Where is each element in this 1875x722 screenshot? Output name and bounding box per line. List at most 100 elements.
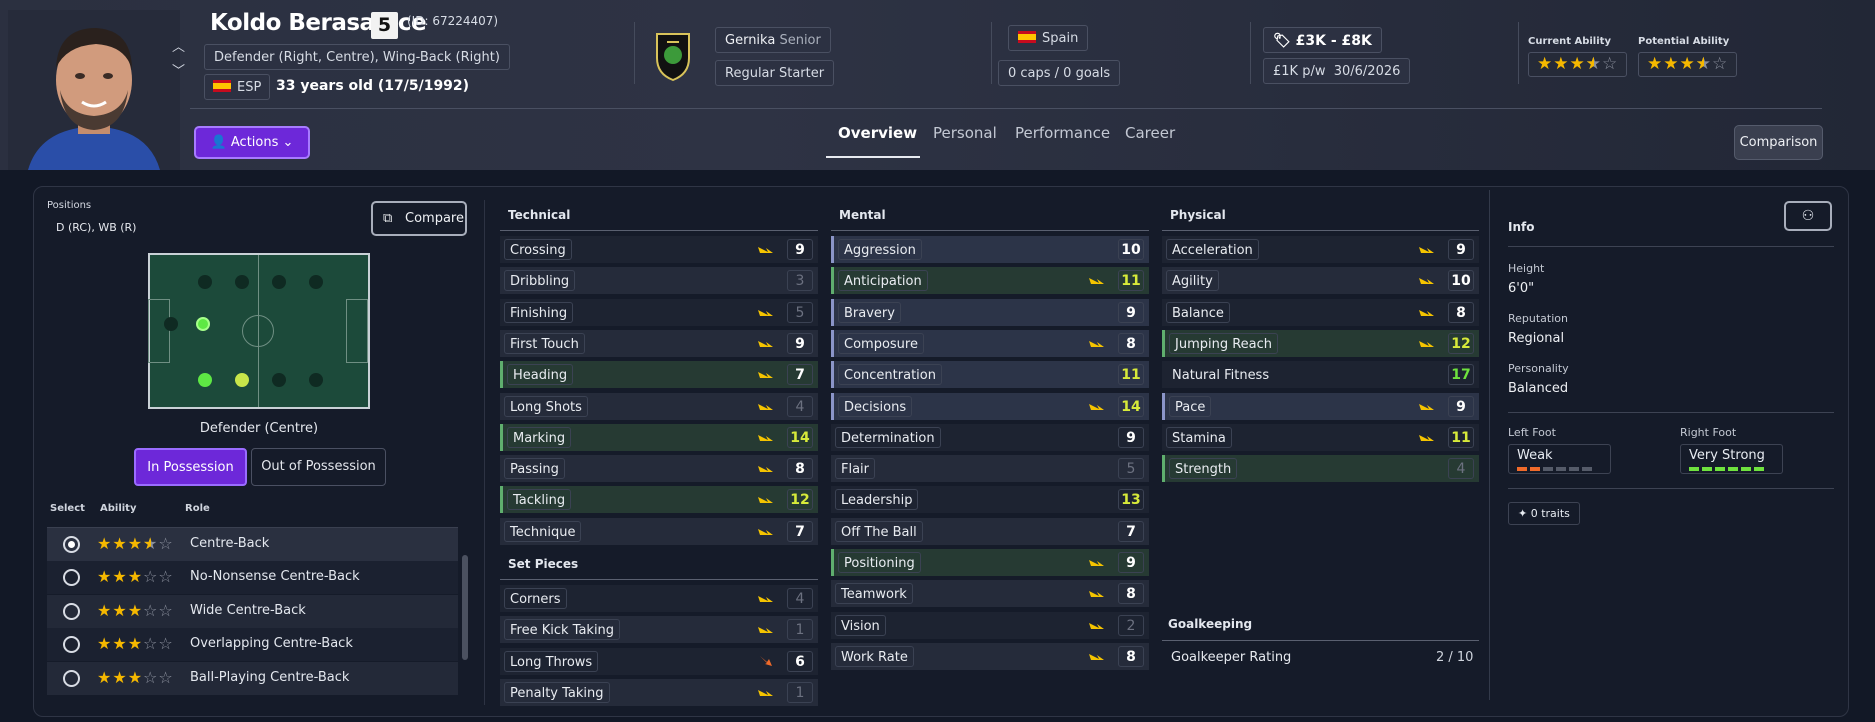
comparison-button[interactable]: Comparison — [1734, 125, 1823, 160]
out-of-possession-button[interactable]: Out of Possession — [251, 448, 386, 486]
attribute-row[interactable]: Technique 7 — [500, 517, 818, 545]
person-settings-icon[interactable]: ⚇ — [1784, 201, 1832, 231]
pitch-centre-circle — [242, 315, 274, 347]
divider — [1508, 412, 1834, 413]
attribute-row[interactable]: Strength 4 — [1162, 455, 1479, 483]
attribute-name: Composure — [838, 332, 924, 354]
sparkle-icon: ✦ — [1518, 507, 1528, 520]
attribute-row[interactable]: Stamina 11 — [1162, 423, 1479, 451]
attribute-row[interactable]: Balance 8 — [1162, 298, 1479, 326]
compare-button[interactable]: ⧉ Compare — [371, 201, 467, 236]
attribute-row[interactable]: Natural Fitness 17 — [1162, 361, 1479, 389]
attribute-row[interactable]: Finishing 5 — [500, 298, 818, 326]
trend-up-icon — [758, 340, 773, 347]
attribute-row[interactable]: Acceleration 9 — [1162, 236, 1479, 263]
role-row[interactable]: ★★★☆☆ No-Nonsense Centre-Back — [47, 561, 458, 594]
attribute-value: 3 — [787, 270, 813, 292]
position-dot[interactable] — [164, 317, 178, 331]
attribute-row[interactable]: Tackling 12 — [500, 486, 818, 514]
role-radio[interactable] — [63, 636, 80, 653]
attribute-value: 9 — [1118, 426, 1144, 448]
attribute-name: Tackling — [507, 489, 572, 511]
attribute-value: 8 — [787, 458, 813, 480]
role-name: Overlapping Centre-Back — [190, 636, 353, 651]
position-dot[interactable] — [272, 275, 286, 289]
attribute-row[interactable]: First Touch 9 — [500, 329, 818, 357]
attribute-value: 11 — [1118, 364, 1144, 386]
chevron-up-icon[interactable]: ︿ — [172, 40, 186, 55]
role-radio[interactable] — [63, 603, 80, 620]
position-dot-accomplished[interactable] — [235, 373, 249, 387]
attribute-row[interactable]: Jumping Reach 12 — [1162, 329, 1479, 357]
attribute-row[interactable]: Off The Ball 7 — [831, 517, 1149, 545]
roles-scrollbar[interactable] — [462, 555, 468, 660]
player-nav-arrows[interactable]: ︿ ﹀ — [172, 36, 185, 84]
attribute-row[interactable]: Agility 10 — [1162, 267, 1479, 295]
attribute-row[interactable]: Vision 2 — [831, 611, 1149, 639]
attribute-row[interactable]: Free Kick Taking 1 — [500, 616, 818, 644]
attribute-row[interactable]: Anticipation 11 — [831, 267, 1149, 295]
role-radio[interactable] — [63, 569, 80, 586]
attribute-row[interactable]: Penalty Taking 1 — [500, 678, 818, 706]
position-dot[interactable] — [235, 275, 249, 289]
attribute-row[interactable]: Positioning 9 — [831, 549, 1149, 576]
position-dot-selected[interactable] — [196, 317, 210, 331]
attribute-row[interactable]: Bravery 9 — [831, 298, 1149, 326]
role-row[interactable]: ★★★★★☆ Centre-Back — [47, 528, 458, 561]
trend-up-icon — [1089, 340, 1104, 347]
attribute-row[interactable]: Work Rate 8 — [831, 642, 1149, 670]
position-dot-natural[interactable] — [198, 373, 212, 387]
attribute-name: Work Rate — [835, 645, 914, 667]
attribute-row[interactable]: Teamwork 8 — [831, 580, 1149, 608]
tab-performance[interactable]: Performance — [1015, 124, 1111, 142]
attribute-row[interactable]: Concentration 11 — [831, 361, 1149, 389]
nation-chip[interactable]: Spain — [1008, 25, 1089, 51]
attribute-row[interactable]: Passing 8 — [500, 455, 818, 483]
traits-chip[interactable]: ✦ 0 traits — [1508, 502, 1580, 525]
left-foot-box: Weak — [1508, 444, 1611, 474]
role-row[interactable]: ★★★☆☆ Ball-Playing Centre-Back — [47, 662, 458, 695]
attribute-row[interactable]: Aggression 10 — [831, 236, 1149, 263]
position-dot[interactable] — [198, 275, 212, 289]
attribute-row[interactable]: Decisions 14 — [831, 392, 1149, 420]
current-ability-label: Current Ability — [1528, 36, 1611, 47]
tab-overview[interactable]: Overview — [838, 124, 918, 142]
attribute-row[interactable]: Heading 7 — [500, 361, 818, 389]
actions-button[interactable]: 👤 Actions ⌄ — [194, 126, 310, 159]
attribute-row[interactable]: Flair 5 — [831, 455, 1149, 483]
in-possession-button[interactable]: In Possession — [134, 448, 247, 486]
chevron-down-icon[interactable]: ﹀ — [172, 64, 186, 79]
attribute-row[interactable]: Pace 9 — [1162, 392, 1479, 420]
club-chip[interactable]: Gernika Senior — [715, 27, 831, 53]
attribute-row[interactable]: Marking 14 — [500, 423, 818, 451]
role-radio[interactable] — [63, 670, 80, 687]
attribute-row[interactable]: Determination 9 — [831, 423, 1149, 451]
club-badge[interactable] — [653, 28, 693, 82]
position-dot[interactable] — [309, 275, 323, 289]
attribute-row[interactable]: Corners 4 — [500, 585, 818, 612]
attribute-row[interactable]: Crossing 9 — [500, 236, 818, 263]
role-row[interactable]: ★★★☆☆ Wide Centre-Back — [47, 595, 458, 628]
role-radio[interactable] — [63, 536, 80, 553]
attribute-value: 14 — [1118, 395, 1144, 417]
position-dot[interactable] — [272, 373, 286, 387]
tab-personal[interactable]: Personal — [933, 124, 997, 142]
position-dot[interactable] — [309, 373, 323, 387]
value-chip[interactable]: 🏷 £3K - £8K — [1263, 27, 1382, 53]
position-pitch[interactable] — [148, 253, 370, 409]
attribute-row[interactable]: Long Throws 6 — [500, 647, 818, 675]
attribute-row[interactable]: Composure 8 — [831, 329, 1149, 357]
role-row[interactable]: ★★★☆☆ Overlapping Centre-Back — [47, 628, 458, 661]
player-photo — [8, 10, 180, 170]
attribute-row[interactable]: Leadership 13 — [831, 486, 1149, 514]
attribute-name: Marking — [507, 426, 572, 448]
attribute-name: Technique — [504, 520, 582, 542]
spain-flag-icon — [213, 80, 231, 92]
nation-code-chip[interactable]: ESP — [204, 74, 271, 100]
attribute-row[interactable]: Long Shots 4 — [500, 392, 818, 420]
wage: £1K p/w — [1273, 64, 1326, 79]
attribute-name: Leadership — [835, 489, 919, 511]
tab-career[interactable]: Career — [1125, 124, 1176, 142]
attribute-value: 7 — [787, 364, 813, 386]
attribute-row[interactable]: Dribbling 3 — [500, 267, 818, 295]
